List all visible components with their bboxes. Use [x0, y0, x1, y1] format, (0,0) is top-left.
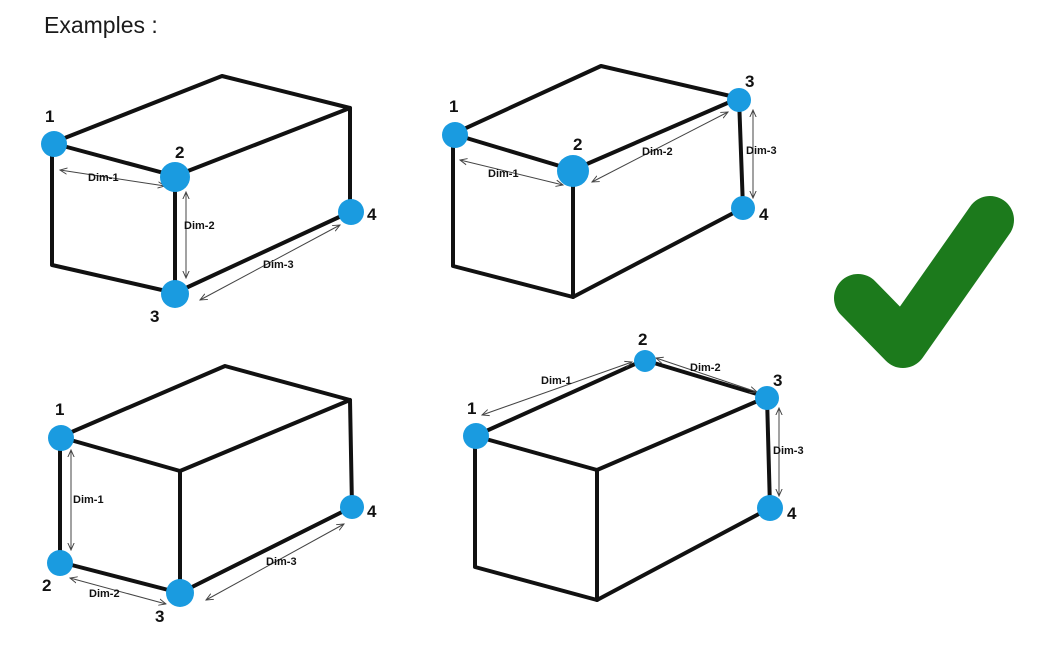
dim-label: Dim-2 [184, 220, 215, 232]
dim-label: Dim-1 [73, 494, 104, 506]
point-marker [47, 550, 73, 576]
box-3-edges [58, 364, 354, 595]
dim-label: Dim-3 [746, 145, 777, 157]
dim-1-arrow [460, 160, 563, 185]
point-label: 4 [367, 205, 377, 224]
dim-label: Dim-2 [642, 146, 673, 158]
point-marker [757, 495, 783, 521]
dim-2-arrow [656, 358, 757, 392]
point-marker [463, 423, 489, 449]
point-label: 1 [467, 399, 476, 418]
point-marker [166, 579, 194, 607]
point-marker [340, 495, 364, 519]
point-label: 1 [55, 400, 64, 419]
dim-3-arrow [206, 524, 344, 600]
point-marker [731, 196, 755, 220]
point-label: 4 [367, 502, 377, 521]
point-label: 2 [175, 143, 184, 162]
point-marker [755, 386, 779, 410]
example-1: 1 2 3 4 Dim-1 Dim-2 Dim-3 [41, 74, 377, 326]
point-label: 3 [150, 307, 159, 326]
point-label: 2 [638, 330, 647, 349]
point-label: 3 [773, 371, 782, 390]
page-title: Examples : [44, 12, 158, 38]
box-4-edges [473, 358, 772, 602]
point-marker [160, 162, 190, 192]
dim-label: Dim-1 [88, 172, 119, 184]
point-marker [338, 199, 364, 225]
example-4: 1 2 3 4 Dim-1 Dim-2 Dim-3 [463, 330, 804, 602]
point-marker [557, 155, 589, 187]
point-label: 1 [45, 107, 54, 126]
point-marker [41, 131, 67, 157]
dim-1-arrow [482, 362, 632, 415]
point-label: 2 [42, 576, 51, 595]
dim-2-arrow [592, 112, 728, 182]
dim-label: Dim-3 [266, 556, 297, 568]
dim-label: Dim-3 [263, 259, 294, 271]
dim-1-arrow [60, 170, 165, 186]
dim-label: Dim-1 [541, 375, 572, 387]
point-marker [727, 88, 751, 112]
point-label: 4 [759, 205, 769, 224]
point-marker [48, 425, 74, 451]
dim-label: Dim-1 [488, 168, 519, 180]
box-1-edges [50, 74, 352, 295]
box-2-edges [451, 64, 745, 299]
point-marker [442, 122, 468, 148]
example-2: 1 2 3 4 Dim-1 Dim-2 Dim-3 [442, 64, 777, 299]
dim-3-arrow [200, 225, 340, 300]
dim-label: Dim-2 [89, 588, 120, 600]
point-label: 4 [787, 504, 797, 523]
point-label: 3 [155, 607, 164, 626]
example-3: 1 2 3 4 Dim-1 Dim-2 Dim-3 [42, 364, 377, 626]
point-label: 1 [449, 97, 458, 116]
dim-label: Dim-3 [773, 445, 804, 457]
point-marker [634, 350, 656, 372]
dim-2-arrow [70, 578, 166, 604]
dim-label: Dim-2 [690, 362, 721, 374]
point-marker [161, 280, 189, 308]
checkmark-icon [834, 196, 1014, 368]
point-label: 3 [745, 72, 754, 91]
point-label: 2 [573, 135, 582, 154]
